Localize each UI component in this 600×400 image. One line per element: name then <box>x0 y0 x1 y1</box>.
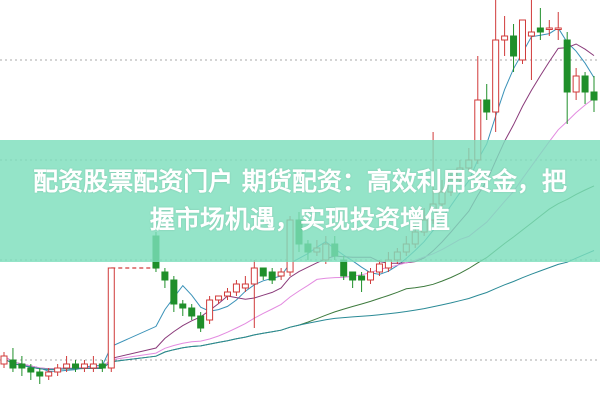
candle-down <box>536 27 544 33</box>
candle-down <box>340 259 348 277</box>
candle-down <box>510 35 518 57</box>
candle-down <box>179 303 187 309</box>
candle-up <box>545 27 553 30</box>
candle-up <box>277 271 285 277</box>
banner-title-line-2: 握市场机遇，实现投资增值 <box>149 205 450 234</box>
candle-down <box>9 359 17 369</box>
candle-down <box>188 307 196 317</box>
candle-up <box>232 283 240 293</box>
candle-up <box>492 39 500 113</box>
candle-down <box>27 367 35 373</box>
candle-down <box>72 363 80 369</box>
candle-down <box>590 91 598 101</box>
candle-up <box>518 19 526 61</box>
candle-down <box>581 75 589 93</box>
candle-up <box>206 299 214 321</box>
candle-up <box>89 363 97 369</box>
candle-down <box>197 315 205 329</box>
candle-up <box>375 263 383 273</box>
banner-title-line-1: 配资股票配资门户 期货配资：高效利用资金，把 <box>33 167 567 196</box>
candle-up <box>215 295 223 301</box>
candle-up <box>527 31 535 37</box>
candle-up <box>241 283 249 289</box>
candle-down <box>563 39 571 93</box>
ma60-line <box>3 250 595 370</box>
candle-up <box>0 355 8 365</box>
candle-up <box>107 267 115 369</box>
candle-up <box>80 363 88 369</box>
candle-down <box>170 279 178 305</box>
candle-down <box>483 99 491 113</box>
candle-up <box>367 271 375 281</box>
candle-down <box>98 363 106 369</box>
candle-down <box>349 271 357 281</box>
candle-up <box>554 27 562 30</box>
candle-down <box>18 363 26 369</box>
candle-down <box>259 267 267 277</box>
candle-up <box>54 367 62 373</box>
candle-up <box>250 267 258 285</box>
candle-up <box>572 75 580 93</box>
candle-down <box>161 271 169 281</box>
candle-up <box>223 291 231 297</box>
candle-up <box>501 35 509 41</box>
candle-up <box>45 371 53 377</box>
candle-down <box>36 371 44 377</box>
candle-down <box>358 275 366 281</box>
title-banner: 配资股票配资门户 期货配资：高效利用资金，把 握市场机遇，实现投资增值 <box>0 140 600 262</box>
candle-up <box>63 363 71 369</box>
candle-down <box>268 271 276 281</box>
